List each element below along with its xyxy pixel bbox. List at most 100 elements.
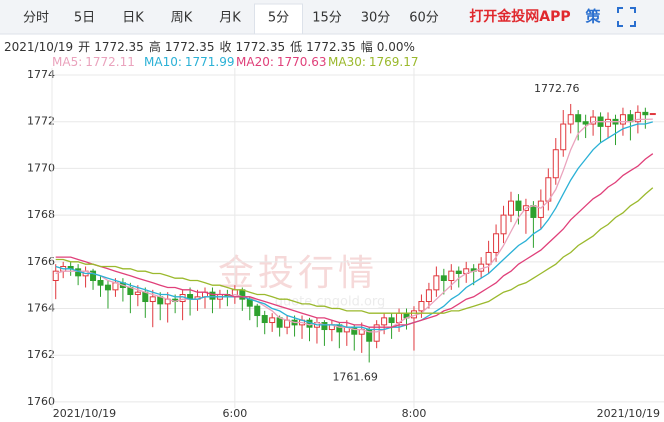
info-value: 1772.35: [235, 40, 285, 54]
tab[interactable]: 15分: [312, 11, 342, 26]
candle-body: [500, 214, 507, 235]
info-label: 高: [149, 39, 161, 54]
tab[interactable]: 周K: [171, 11, 193, 26]
candle-body: [567, 114, 574, 125]
candle-body: [619, 114, 626, 125]
candle-body: [321, 322, 328, 331]
candle-body: [149, 296, 156, 303]
ma-line: [55, 153, 654, 328]
fullscreen-icon[interactable]: [617, 7, 636, 27]
y-tick-label: 1774: [27, 68, 55, 81]
legend-entry: MA10: 1771.99: [144, 55, 235, 69]
candle-body: [508, 200, 514, 216]
extreme-label: 1761.69: [332, 370, 378, 383]
tab[interactable]: 5分: [268, 11, 289, 26]
candle-body: [373, 324, 380, 342]
candle-body: [530, 205, 537, 218]
info-value: 0.00%: [377, 40, 415, 54]
info-value: 1772.35: [165, 40, 215, 54]
legend-entry: MA20: 1770.63: [236, 55, 327, 69]
legend-value: 1770.63: [277, 55, 327, 69]
tab[interactable]: 5日: [74, 11, 95, 26]
y-tick-label: 1770: [27, 161, 55, 174]
legend-entry: MA5: 1772.11: [52, 55, 135, 69]
candle-body: [90, 270, 97, 281]
candle-body: [388, 317, 395, 324]
candle-body: [448, 270, 455, 281]
candle-body: [351, 326, 358, 335]
y-tick-label: 1762: [27, 348, 55, 361]
candle-body: [537, 200, 544, 218]
y-tick-label: 1766: [27, 255, 55, 268]
candle-body: [455, 270, 462, 274]
candle-body: [485, 251, 492, 265]
info-line: 2021/10/19 开 1772.35 高 1772.35 收 1772.35 低 1772.…: [4, 39, 415, 54]
strategy-button[interactable]: 策: [584, 8, 601, 26]
legend-name: MA5:: [52, 55, 82, 69]
candle-body: [575, 114, 582, 123]
candle-body: [134, 291, 141, 296]
tab-bar: [0, 0, 664, 34]
candle-body: [254, 305, 261, 317]
candle-body: [493, 233, 500, 253]
legend-name: MA20:: [236, 55, 274, 69]
candle-body: [209, 291, 216, 300]
info-value: 1772.35: [306, 40, 356, 54]
ma-line: [55, 121, 653, 331]
legend-value: 1771.99: [185, 55, 235, 69]
candle-body: [261, 315, 268, 324]
candle-body: [560, 123, 567, 151]
candle-body: [582, 121, 589, 125]
legend-name: MA30:: [328, 55, 366, 69]
app-button[interactable]: 打开金投网APP: [469, 8, 570, 25]
candle-body: [433, 275, 440, 291]
tab[interactable]: 日K: [122, 11, 144, 26]
x-tick-label: 6:00: [223, 407, 248, 420]
y-tick-label: 1760: [27, 395, 55, 408]
watermark-url: quote.cngold.org: [275, 295, 386, 310]
candle-body: [605, 118, 612, 127]
candle-body: [649, 113, 656, 116]
tab[interactable]: 月K: [219, 11, 241, 26]
info-date: 2021/10/19: [4, 40, 73, 54]
candle-body: [104, 284, 111, 291]
candle-body: [97, 280, 104, 286]
x-tick-label: 8:00: [402, 407, 427, 420]
candle-body: [590, 116, 597, 125]
info-value: 1772.35: [94, 40, 144, 54]
tab[interactable]: 分时: [23, 11, 49, 26]
tab[interactable]: 30分: [361, 11, 391, 26]
legend-entry: MA30: 1769.17: [328, 55, 419, 69]
y-tick-label: 1764: [27, 302, 55, 315]
candle-body: [552, 149, 559, 179]
candle-body: [418, 301, 425, 312]
legend-value: 1772.11: [85, 55, 135, 69]
candle-body: [515, 200, 522, 211]
candle-body: [440, 275, 447, 282]
candle-body: [276, 317, 283, 328]
candle-body: [381, 317, 388, 326]
info-label: 幅: [361, 39, 373, 54]
candle-body: [269, 317, 276, 324]
candle-body: [142, 291, 149, 303]
candle-body: [642, 111, 649, 116]
info-label: 收: [219, 40, 231, 54]
info-label: 低: [290, 40, 302, 54]
x-tick-label: 2021/10/19: [53, 407, 116, 420]
tab-selected: [254, 3, 303, 35]
extreme-label: 1772.76: [534, 82, 580, 95]
ma-line: [55, 187, 654, 314]
legend-name: MA10:: [144, 55, 182, 69]
candle-body: [425, 289, 432, 303]
candle-body: [52, 270, 59, 281]
candle-body: [634, 111, 641, 123]
legend-value: 1769.17: [369, 55, 419, 69]
x-tick-label: 2021/10/19: [597, 407, 660, 420]
y-tick-label: 1772: [27, 115, 55, 128]
watermark: 金投行情: [218, 253, 378, 294]
y-tick-label: 1768: [27, 208, 55, 221]
ma-line: [55, 118, 653, 333]
tab[interactable]: 60分: [409, 11, 439, 26]
